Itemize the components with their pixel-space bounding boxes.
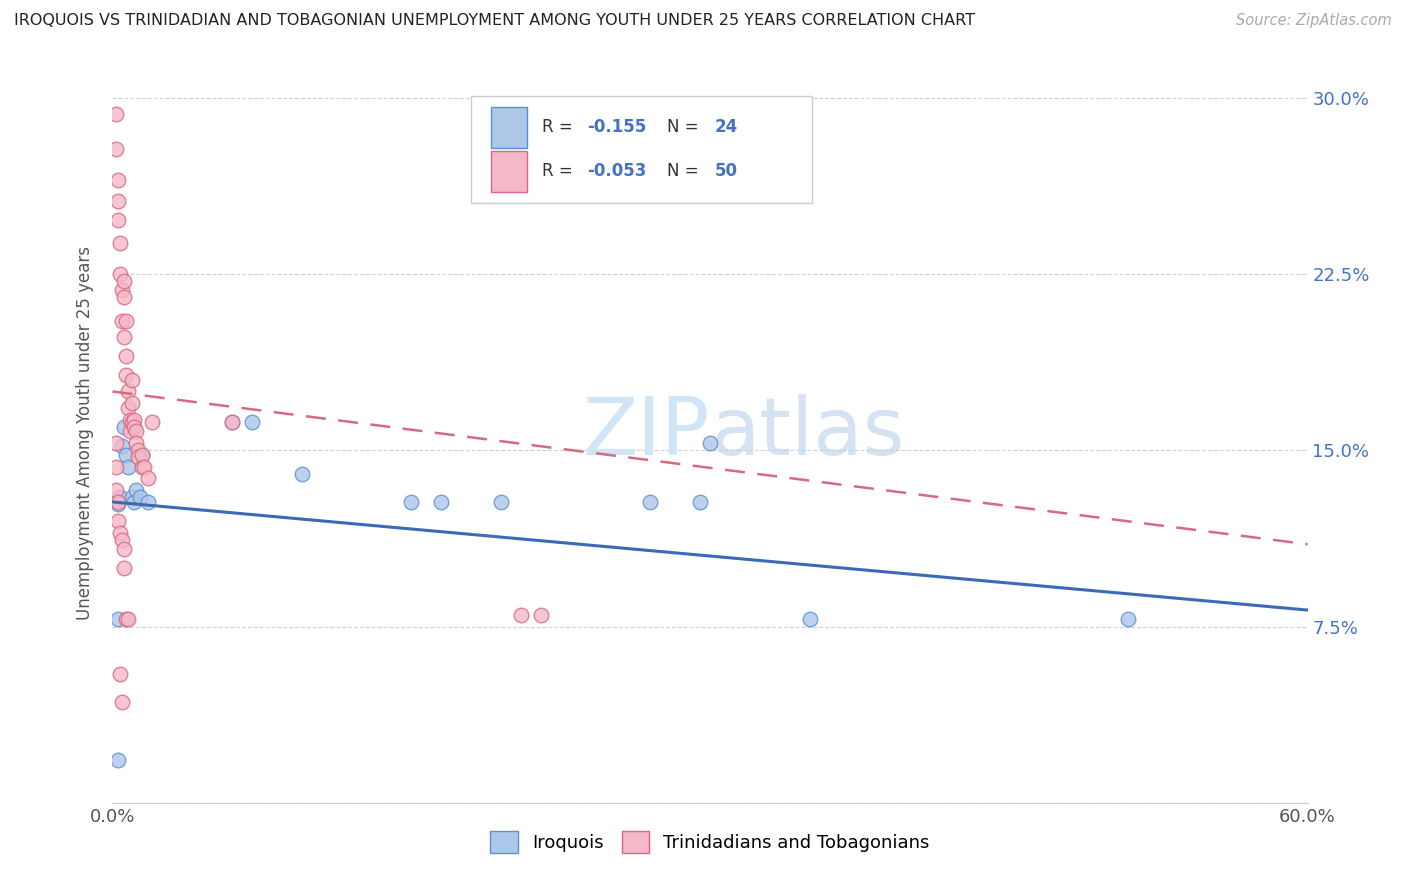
Point <box>124 413 146 427</box>
Point <box>117 384 139 399</box>
Point <box>489 495 512 509</box>
Point <box>111 533 134 547</box>
Point <box>1118 612 1140 626</box>
Point <box>129 490 152 504</box>
Point <box>110 666 132 681</box>
Point <box>121 373 143 387</box>
Point <box>401 495 423 509</box>
Point <box>105 483 128 498</box>
Point <box>120 425 142 439</box>
Point <box>115 314 138 328</box>
Point <box>124 495 146 509</box>
Point <box>291 467 314 481</box>
Text: N =: N = <box>666 119 704 136</box>
Point <box>141 415 163 429</box>
Point <box>120 413 142 427</box>
Point <box>107 495 129 509</box>
Point <box>121 415 143 429</box>
Text: Source: ZipAtlas.com: Source: ZipAtlas.com <box>1236 13 1392 29</box>
Point <box>125 425 148 439</box>
Point <box>799 612 821 626</box>
Point <box>127 443 149 458</box>
Point <box>117 612 139 626</box>
Point <box>115 368 138 382</box>
Point <box>509 607 531 622</box>
Point <box>110 267 132 281</box>
Point <box>110 525 132 540</box>
Point <box>114 561 135 575</box>
Point <box>111 314 134 328</box>
Text: ZIP: ZIP <box>582 393 710 472</box>
Point <box>105 459 128 474</box>
Text: -0.053: -0.053 <box>586 162 647 180</box>
Point <box>107 514 129 528</box>
Point <box>131 448 153 462</box>
Point <box>430 495 453 509</box>
Text: 24: 24 <box>714 119 738 136</box>
Point <box>105 436 128 450</box>
Text: atlas: atlas <box>710 393 904 472</box>
Point <box>640 495 662 509</box>
Point <box>114 541 135 556</box>
Point <box>138 471 160 485</box>
Point <box>689 495 711 509</box>
Y-axis label: Unemployment Among Youth under 25 years: Unemployment Among Youth under 25 years <box>76 245 94 620</box>
Point <box>121 490 143 504</box>
Point <box>105 142 128 156</box>
Point <box>114 419 135 434</box>
Point <box>125 436 148 450</box>
Point <box>240 415 263 429</box>
Point <box>117 459 139 474</box>
Point <box>107 173 129 187</box>
Text: 50: 50 <box>714 162 738 180</box>
Point <box>110 490 132 504</box>
FancyBboxPatch shape <box>471 95 811 203</box>
Point <box>114 290 135 304</box>
Point <box>107 612 129 626</box>
Text: N =: N = <box>666 162 704 180</box>
Point <box>138 495 160 509</box>
Legend: Iroquois, Trinidadians and Tobagonians: Iroquois, Trinidadians and Tobagonians <box>484 824 936 861</box>
Point <box>114 274 135 288</box>
Point <box>115 448 138 462</box>
Point <box>124 419 146 434</box>
Point <box>107 213 129 227</box>
Point <box>117 401 139 415</box>
Point <box>131 459 153 474</box>
Point <box>121 396 143 410</box>
Point <box>530 166 553 180</box>
Point <box>105 107 128 121</box>
FancyBboxPatch shape <box>491 107 527 148</box>
Point <box>221 415 243 429</box>
Point <box>111 438 134 452</box>
Text: IROQUOIS VS TRINIDADIAN AND TOBAGONIAN UNEMPLOYMENT AMONG YOUTH UNDER 25 YEARS C: IROQUOIS VS TRINIDADIAN AND TOBAGONIAN U… <box>14 13 974 29</box>
Point <box>107 194 129 208</box>
Point <box>127 450 149 465</box>
FancyBboxPatch shape <box>491 151 527 192</box>
Point <box>115 349 138 363</box>
Point <box>107 497 129 511</box>
Point <box>131 448 153 462</box>
Point <box>115 612 138 626</box>
Point <box>530 607 553 622</box>
Text: R =: R = <box>541 119 578 136</box>
Point <box>107 754 129 768</box>
Text: -0.155: -0.155 <box>586 119 647 136</box>
Text: R =: R = <box>541 162 578 180</box>
Point <box>111 284 134 298</box>
Point <box>699 436 721 450</box>
Point <box>125 483 148 498</box>
Point <box>110 236 132 251</box>
Point <box>221 415 243 429</box>
Point <box>114 330 135 344</box>
Point <box>111 695 134 709</box>
Point <box>134 459 156 474</box>
